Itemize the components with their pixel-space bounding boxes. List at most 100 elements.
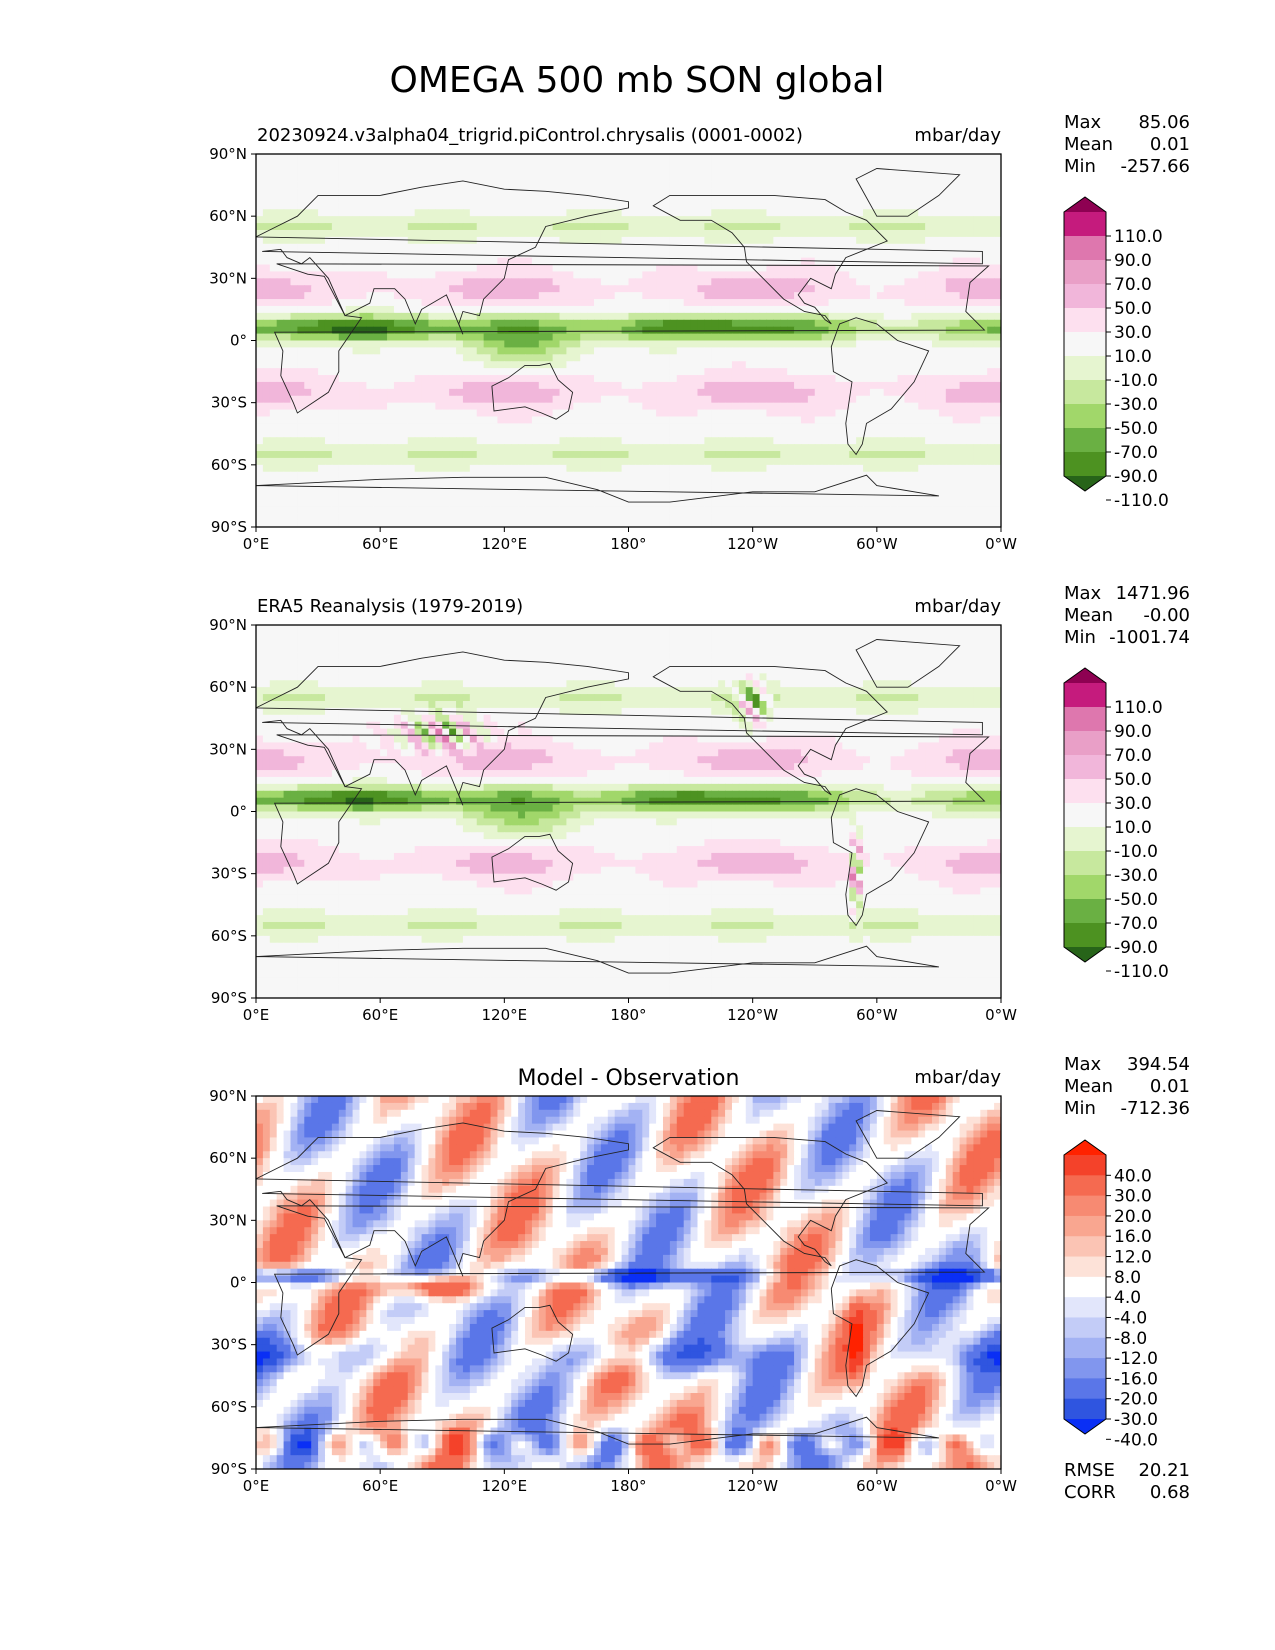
colorbar-segment <box>1064 404 1106 429</box>
stat-value: 0.01 <box>1150 1076 1190 1097</box>
colorbar-segment <box>1064 1195 1106 1217</box>
colorbar-segment <box>1064 236 1106 261</box>
stat-value: 394.54 <box>1127 1054 1190 1075</box>
colorbar-segment <box>1064 1155 1106 1176</box>
x-tick-label: 120°E <box>482 535 528 553</box>
colorbar-segment <box>1064 356 1106 381</box>
contour-field <box>256 154 1001 527</box>
colorbar-extension-bottom <box>1064 476 1106 491</box>
coastline <box>256 945 939 998</box>
colorbar-tick-label: -10.0 <box>1114 842 1158 862</box>
coastline <box>256 1416 939 1469</box>
x-tick-label: 0°W <box>985 1477 1017 1495</box>
stat-label: Mean <box>1064 605 1113 626</box>
colorbar-tick-label: -110.0 <box>1114 491 1169 511</box>
metric-label: RMSE <box>1064 1460 1115 1481</box>
coastlines <box>256 168 990 527</box>
colorbar-tick-label: -50.0 <box>1114 890 1158 910</box>
x-tick-label: 0°E <box>243 1477 270 1495</box>
x-tick-label: 0°E <box>243 535 270 553</box>
coastline <box>256 651 983 806</box>
colorbar-tick-label: 30.0 <box>1114 1187 1152 1207</box>
colorbar-tick-label: -110.0 <box>1114 962 1169 982</box>
colorbar-tick-label: -16.0 <box>1114 1369 1158 1389</box>
y-tick-label: 90°N <box>209 616 247 634</box>
y-tick-label: 60°N <box>209 678 247 696</box>
stat-label: Mean <box>1064 1076 1113 1097</box>
colorbar-tick-label: 10.0 <box>1114 347 1152 367</box>
coastline <box>830 788 930 927</box>
colorbar-segment <box>1064 1276 1106 1298</box>
coastline <box>273 1205 990 1356</box>
coastline <box>855 639 961 688</box>
colorbar-tick-label: 30.0 <box>1114 794 1152 814</box>
units-label: mbar/day <box>914 125 1001 146</box>
panel-title: ERA5 Reanalysis (1979-2019) <box>257 596 523 617</box>
colorbar: 110.0 90.0 70.0 50.0 30.0 10.0 -10.0 -30.0 -50.0… <box>1063 196 1169 511</box>
y-tick-label: 90°S <box>211 989 247 1007</box>
colorbar-tick-label: -8.0 <box>1114 1329 1147 1349</box>
colorbar-segment <box>1064 1297 1106 1318</box>
y-tick-label: 60°N <box>209 1149 247 1167</box>
colorbar-tick-label: 20.0 <box>1114 1207 1152 1227</box>
x-tick-label: 60°E <box>362 1477 398 1495</box>
colorbar-segment <box>1064 827 1106 852</box>
coastlines <box>256 639 990 998</box>
colorbar-tick-label: 12.0 <box>1114 1248 1152 1268</box>
colorbar-segment <box>1064 284 1106 309</box>
colorbar-tick-label: -70.0 <box>1114 914 1158 934</box>
colorbar-tick-label: 4.0 <box>1114 1288 1141 1308</box>
x-tick-label: 60°W <box>856 1477 898 1495</box>
colorbar-extension-top <box>1064 668 1106 683</box>
coastline <box>830 317 930 456</box>
y-tick-label: 30°N <box>209 269 247 287</box>
colorbar: 110.0 90.0 70.0 50.0 30.0 10.0 -10.0 -30.0 -50.0… <box>1063 667 1169 982</box>
stat-value: -1001.74 <box>1109 627 1190 648</box>
colorbar-tick-label: -30.0 <box>1114 1410 1158 1430</box>
y-tick-label: 60°N <box>209 207 247 225</box>
x-tick-label: 120°W <box>727 535 778 553</box>
x-tick-label: 120°E <box>482 1477 528 1495</box>
colorbar-tick-label: -40.0 <box>1114 1430 1158 1450</box>
x-tick-label: 0°W <box>985 535 1017 553</box>
x-tick-label: 180° <box>610 1006 646 1024</box>
colorbar-segment <box>1064 380 1106 405</box>
coastline <box>652 194 889 325</box>
stat-value: 0.01 <box>1150 134 1190 155</box>
colorbar-tick-label: 16.0 <box>1114 1227 1152 1247</box>
colorbar-segment <box>1064 803 1106 828</box>
colorbar-extension-top <box>1064 197 1106 212</box>
y-tick-label: 0° <box>230 332 247 350</box>
colorbar-tick-label: -50.0 <box>1114 419 1158 439</box>
colorbar-segment <box>1064 683 1106 708</box>
y-tick-label: 60°S <box>211 927 247 945</box>
colorbar-tick-label: -90.0 <box>1114 938 1158 958</box>
colorbar-segment <box>1064 875 1106 900</box>
colorbar-segment <box>1064 452 1106 477</box>
colorbar-tick-label: 110.0 <box>1114 227 1163 247</box>
x-tick-label: 0°W <box>985 1006 1017 1024</box>
colorbar-extension-bottom <box>1064 1419 1106 1434</box>
colorbar-tick-label: 10.0 <box>1114 818 1152 838</box>
coastline <box>256 180 983 335</box>
coastline <box>830 1259 930 1398</box>
coastline <box>273 734 990 885</box>
colorbar-segment <box>1064 731 1106 756</box>
stat-value: 85.06 <box>1138 112 1190 133</box>
x-tick-label: 120°E <box>482 1006 528 1024</box>
colorbar-tick-label: 8.0 <box>1114 1268 1141 1288</box>
colorbar-tick-label: 30.0 <box>1114 323 1152 343</box>
panel-title: Model - Observation <box>518 1066 740 1091</box>
colorbar-segment <box>1064 923 1106 948</box>
y-tick-label: 30°S <box>211 394 247 412</box>
metric-value: 0.68 <box>1150 1482 1190 1503</box>
coastline <box>491 362 574 420</box>
y-tick-label: 60°S <box>211 1398 247 1416</box>
colorbar-tick-label: -30.0 <box>1114 866 1158 886</box>
colorbar-segment <box>1064 1398 1106 1420</box>
colorbar-segment <box>1064 755 1106 780</box>
y-tick-label: 30°N <box>209 1211 247 1229</box>
colorbar-tick-label: -70.0 <box>1114 443 1158 463</box>
x-tick-label: 60°E <box>362 1006 398 1024</box>
colorbar-tick-label: -10.0 <box>1114 371 1158 391</box>
